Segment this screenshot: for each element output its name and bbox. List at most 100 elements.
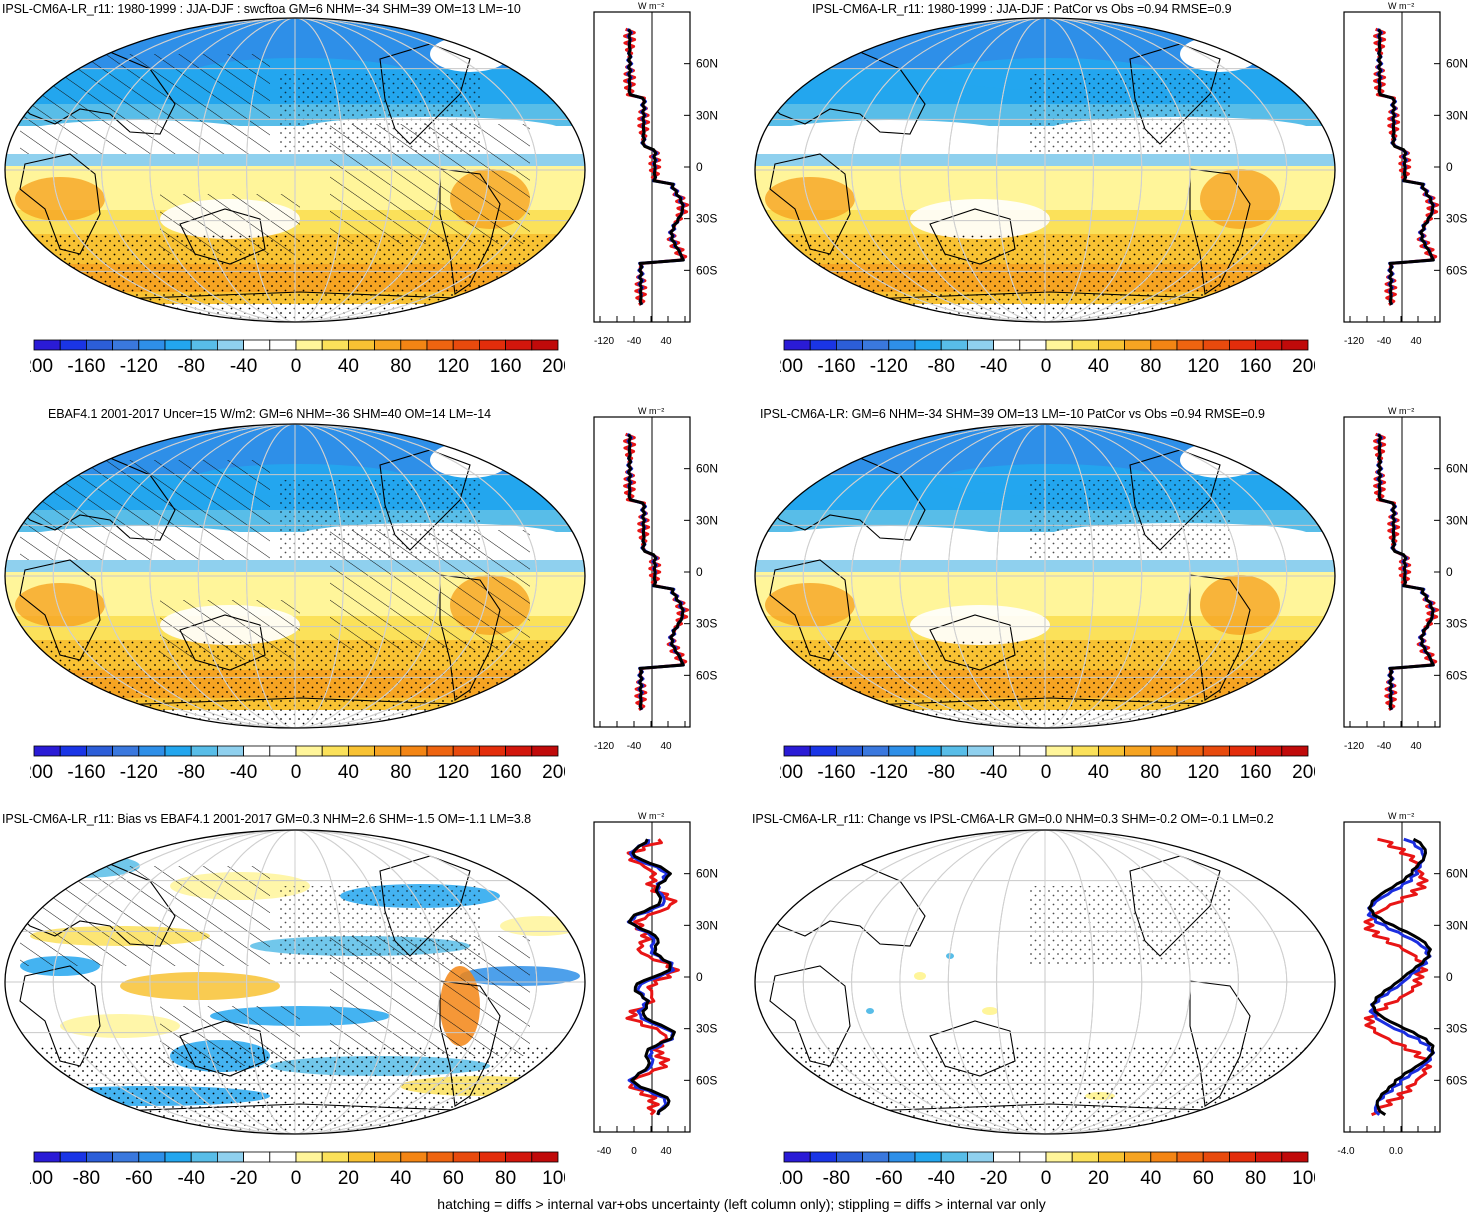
zonal-xtick: 40 [1410, 336, 1422, 347]
colorbar-segment [452, 745, 480, 757]
colorbar-segment [478, 339, 506, 351]
colorbar-label: 200 [542, 762, 565, 783]
colorbar-segment [1281, 339, 1309, 351]
colorbar-segment [374, 745, 402, 757]
lat-label: 60N [1446, 867, 1468, 881]
map-border [754, 423, 1336, 729]
colorbar-segment [138, 339, 166, 351]
zonal-curve [1377, 433, 1435, 711]
colorbar-segment [374, 339, 402, 351]
zonal-xtick: 0 [631, 1146, 637, 1157]
colorbar-segment [1202, 745, 1230, 757]
colorbar-label: -40 [927, 1168, 954, 1189]
colorbar-label: -100 [780, 1168, 803, 1189]
colorbar-label: -200 [780, 356, 803, 377]
colorbar-label: 40 [1088, 356, 1109, 377]
map-field [755, 830, 1335, 1134]
graticule [755, 18, 1335, 322]
colorbar-segment [164, 745, 192, 757]
colorbar-segment [940, 745, 968, 757]
colorbar-segment [862, 745, 890, 757]
colorbar-segment [940, 339, 968, 351]
colorbar-segment [269, 1151, 297, 1163]
colorbar-segment [1228, 745, 1256, 757]
colorbar-label: -200 [30, 356, 53, 377]
colorbar-segment [862, 339, 890, 351]
colorbar-label: -80 [927, 356, 954, 377]
colorbar-label: 20 [1088, 1168, 1109, 1189]
lat-label: 60S [1446, 668, 1467, 682]
zonal-curve [627, 433, 685, 711]
colorbar-label: 20 [338, 1168, 359, 1189]
lat-label: 0 [1446, 160, 1453, 174]
colorbar-segment [1228, 339, 1256, 351]
colorbar-segment [940, 1151, 968, 1163]
colorbar-segment [59, 1151, 87, 1163]
colorbar-segment [347, 339, 375, 351]
colorbar-segment [809, 339, 837, 351]
colorbar-segment [505, 1151, 533, 1163]
colorbar-segment [295, 339, 323, 351]
colorbar-segment [914, 1151, 942, 1163]
zonal-xtick: -40 [1377, 336, 1392, 347]
colorbar-segment [1045, 1151, 1073, 1163]
colorbar-segment [531, 339, 559, 351]
panel-title-4: IPSL-CM6A-LR: GM=6 NHM=-34 SHM=39 OM=13 … [760, 407, 1265, 421]
colorbar-segment [321, 1151, 349, 1163]
lat-label: 30S [1446, 617, 1467, 631]
colorbar-label: 100 [542, 1168, 565, 1189]
colorbar-segment [809, 745, 837, 757]
colorbar-label: 40 [390, 1168, 411, 1189]
colorbar-segment [836, 1151, 864, 1163]
colorbar-segment [59, 745, 87, 757]
colorbar-panel-4: -200 -160 -120 -80 -40 0 40 80 120 160 200 [780, 745, 1315, 783]
colorbar-segment [59, 339, 87, 351]
colorbar-label: -40 [980, 356, 1007, 377]
panel-title-5: IPSL-CM6A-LR_r11: Bias vs EBAF4.1 2001-2… [2, 812, 531, 826]
colorbar-segment [836, 339, 864, 351]
colorbar-label: 120 [437, 356, 469, 377]
colorbar-panel-6: -100 -80 -60 -40 -20 0 20 40 60 80 100 [780, 1151, 1315, 1189]
zonal-xtick: -120 [1344, 336, 1364, 347]
colorbar-segment [966, 1151, 994, 1163]
colorbar-label: 60 [443, 1168, 464, 1189]
colorbar-segment [1281, 1151, 1309, 1163]
colorbar-label: 80 [390, 762, 411, 783]
colorbar-segment [164, 1151, 192, 1163]
lat-label: 30S [696, 1022, 717, 1036]
zonal-curve [1367, 837, 1435, 1117]
world-map-panel-5 [4, 829, 586, 1135]
colorbar-segment [400, 339, 428, 351]
colorbar-segment [993, 339, 1021, 351]
colorbar-segment [1202, 1151, 1230, 1163]
colorbar-segment [1150, 339, 1178, 351]
colorbar-segment [426, 1151, 454, 1163]
colorbar-segment [862, 1151, 890, 1163]
lat-label: 0 [1446, 565, 1453, 579]
lat-label: 0 [696, 160, 703, 174]
colorbar-label: 80 [390, 356, 411, 377]
colorbar-label: -120 [120, 762, 158, 783]
lat-label: 60S [696, 263, 717, 277]
colorbar-label: 40 [1088, 762, 1109, 783]
colorbar-segment [374, 1151, 402, 1163]
colorbar-label: -160 [817, 762, 855, 783]
colorbar-segment [1019, 339, 1047, 351]
colorbar-segment [243, 339, 271, 351]
lat-label: 60N [696, 462, 718, 476]
colorbar-label: 0 [1041, 1168, 1052, 1189]
colorbar-segment [164, 339, 192, 351]
lat-label: 30N [696, 918, 718, 932]
colorbar-label: -80 [177, 356, 204, 377]
zonal-xtick: -4.0 [1337, 1146, 1355, 1157]
colorbar-segment [452, 1151, 480, 1163]
colorbar-segment [1097, 339, 1125, 351]
colorbar-segment [138, 745, 166, 757]
colorbar-segment [888, 339, 916, 351]
colorbar-label: -80 [73, 1168, 100, 1189]
colorbar-label: 80 [1140, 356, 1161, 377]
zonal-units: W m⁻² [1388, 811, 1414, 821]
lat-label: 60N [696, 867, 718, 881]
colorbar-segment [966, 745, 994, 757]
zonal-mean-plot-5: W m⁻² 60N 30N 0 30S 60S -40 0 40 [593, 811, 718, 1157]
